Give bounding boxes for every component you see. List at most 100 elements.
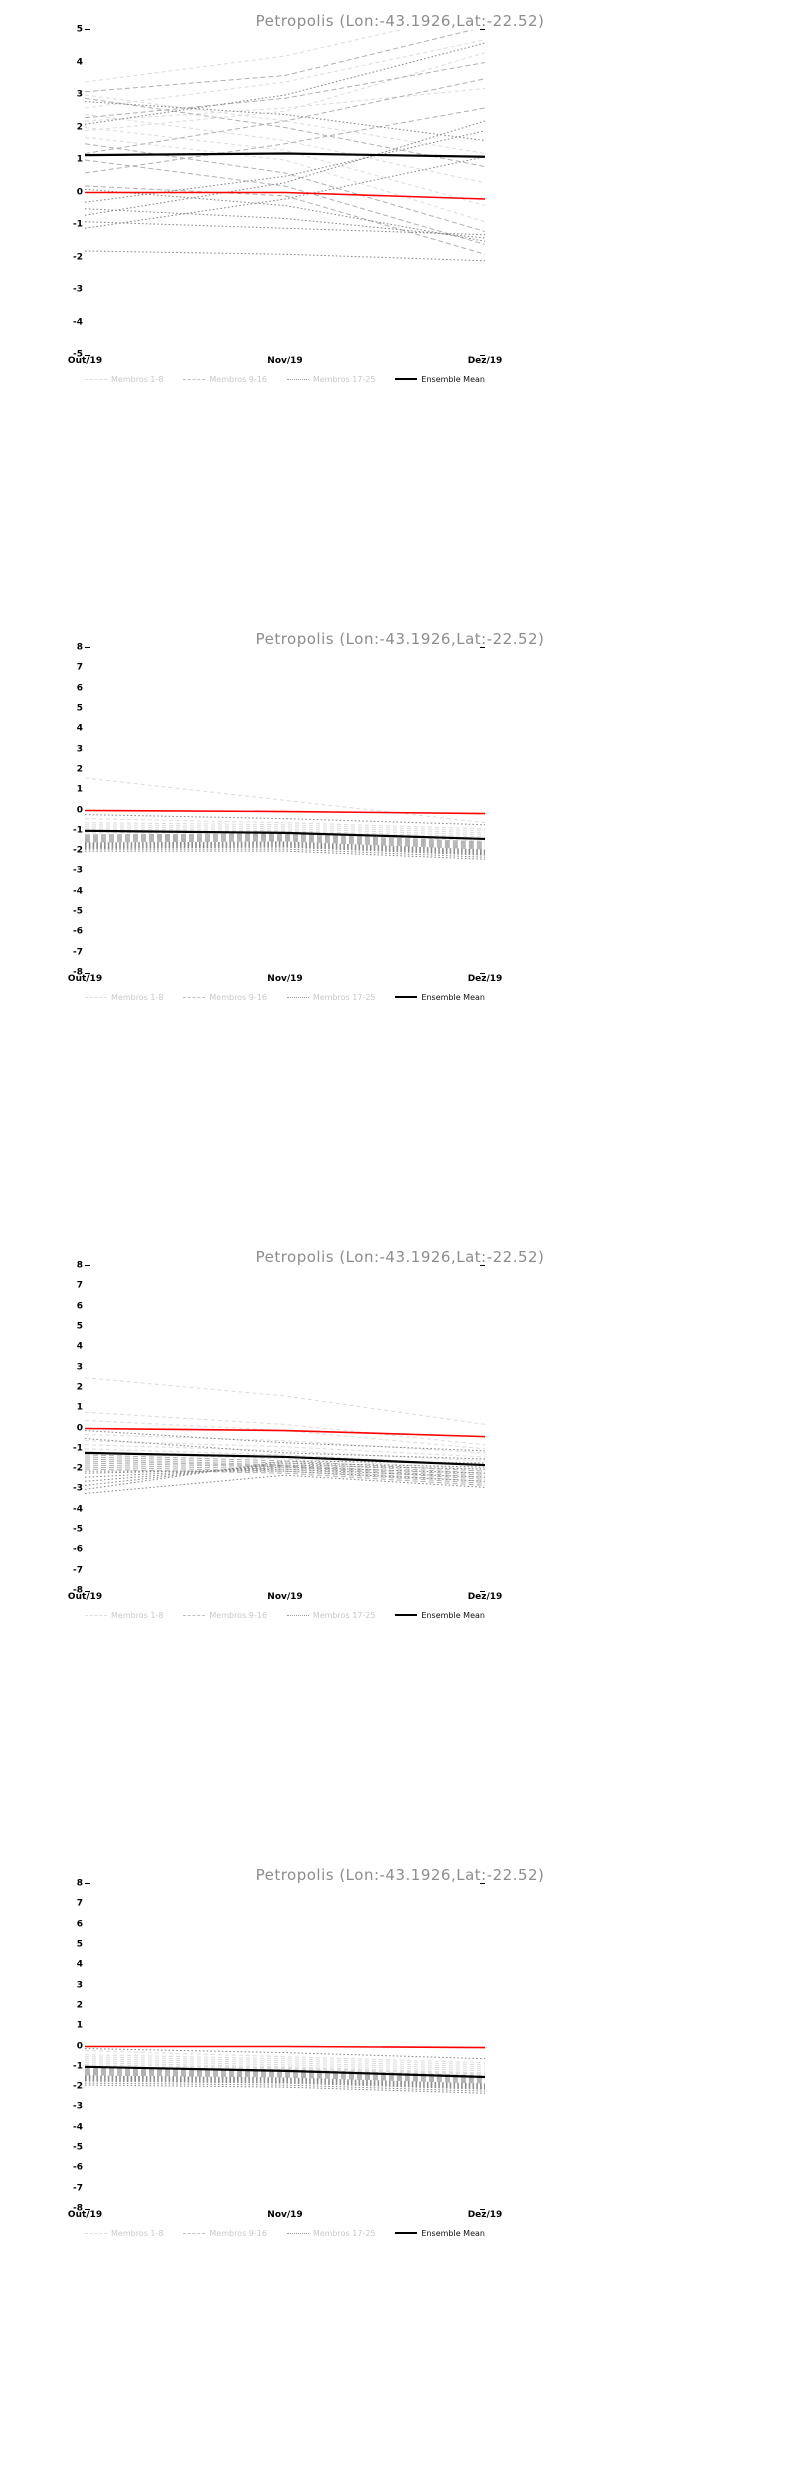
y-tick-label: 1 — [76, 1402, 83, 1413]
legend-item-3[interactable]: Membros 17-25 — [286, 993, 376, 1002]
y-tick-label: -1 — [73, 219, 83, 230]
member-line — [85, 2072, 485, 2082]
y-tick-label: -5 — [73, 2142, 83, 2153]
member-line — [85, 52, 485, 132]
y-tick-label: 0 — [76, 2041, 83, 2051]
member-line — [85, 828, 485, 838]
member-line — [85, 1444, 485, 1462]
zero-reference-line — [85, 809, 485, 815]
y-tick-mark — [85, 2208, 90, 2210]
member-line — [85, 78, 485, 154]
legend-item-2[interactable]: Membros 9-16 — [183, 1611, 267, 1620]
member-line — [85, 850, 485, 860]
y-tick-label: -3 — [73, 284, 83, 295]
x-tick-label: Nov/19 — [267, 356, 303, 366]
chart-panel-4: Petropolis (Lon:-43.1926,Lat:-22.52) Anom… — [0, 1854, 800, 2472]
legend-item-1[interactable]: Membros 1-8 — [85, 993, 163, 1002]
legend-item-label: Membros 9-16 — [209, 374, 267, 384]
member-line — [85, 42, 485, 125]
legend-item-label: Membros 17-25 — [312, 2228, 376, 2238]
member-line — [85, 120, 485, 216]
member-line — [85, 114, 485, 184]
legend-item-label: Membros 9-16 — [209, 992, 267, 1002]
chart-legend: Membros 1-8 Membros 9-16 Membros 17-25 Ense… — [85, 990, 485, 1004]
series-lines — [85, 777, 485, 860]
member-line — [85, 838, 485, 848]
member-line — [85, 777, 485, 824]
member-line — [85, 1458, 485, 1476]
member-line — [85, 835, 485, 845]
legend-item-label: Membros 17-25 — [312, 374, 376, 384]
legend-item-1[interactable]: Membros 1-8 — [85, 2229, 163, 2238]
member-line — [85, 1430, 485, 1452]
member-line — [85, 834, 485, 844]
y-tick-label: 1 — [76, 784, 83, 795]
member-line — [85, 2064, 485, 2075]
legend-item-label: Membros 17-25 — [312, 1610, 376, 1620]
zero-reference-line — [85, 2045, 485, 2049]
y-tick-mark-right — [480, 1590, 485, 1592]
legend-item-4[interactable]: Ensemble Mean — [395, 2229, 485, 2238]
chart-panel-1: Petropolis (Lon:-43.1926,Lat:-22.52) Anom… — [0, 0, 800, 618]
x-tick-label: Out/19 — [67, 974, 103, 984]
y-axis-label-holder: Anomalia de Chuva (mm/dia) — [34, 30, 113, 355]
member-line — [85, 1474, 485, 1494]
y-tick-label: -2 — [73, 2081, 83, 2092]
y-tick-label: 2 — [76, 1382, 83, 1393]
y-tick-label: -6 — [73, 1544, 83, 1555]
member-line — [85, 845, 485, 855]
y-tick-label: -1 — [73, 1443, 83, 1454]
legend-item-3[interactable]: Membros 17-25 — [286, 2228, 376, 2238]
legend-item-label: Membros 9-16 — [209, 2228, 267, 2238]
chart-title: Petropolis (Lon:-43.1926,Lat:-22.52) — [255, 12, 545, 30]
legend-item-label: Membros 9-16 — [209, 1610, 267, 1620]
legend-item-2[interactable]: Membros 9-16 — [183, 993, 267, 1002]
legend-item-4[interactable]: Ensemble Mean — [395, 375, 485, 384]
chart-legend: Membros 1-8 Membros 9-16 Membros 17-25 Ense… — [85, 372, 485, 386]
legend-item-label: Membros 1-8 — [111, 374, 164, 384]
member-line — [85, 1440, 485, 1458]
zero-reference-line — [85, 1427, 485, 1438]
member-line — [85, 840, 485, 850]
legend-swatch-icon — [85, 2232, 107, 2234]
y-axis-label-holder: Anomalia de Temperatura Media a 2m (oC) — [34, 648, 113, 973]
legend-swatch-icon — [395, 996, 418, 998]
chart-legend: Membros 1-8 Membros 9-16 Membros 17-25 Ense… — [85, 1608, 485, 1622]
member-line — [85, 1434, 485, 1454]
legend-item-1[interactable]: Membros 1-8 — [85, 375, 163, 384]
y-tick-label: -5 — [73, 906, 83, 917]
x-tick-label: Dez/19 — [467, 974, 503, 984]
legend-item-2[interactable]: Membros 9-16 — [183, 375, 267, 384]
chart-title: Petropolis (Lon:-43.1926,Lat:-22.52) — [255, 1866, 545, 1884]
member-line — [85, 2050, 485, 2064]
y-tick-label: -5 — [73, 349, 83, 360]
y-tick-label: -6 — [73, 926, 83, 937]
member-line — [85, 97, 485, 167]
y-tick-label: 4 — [76, 723, 83, 734]
y-tick-mark — [85, 972, 90, 974]
member-line — [85, 826, 485, 836]
legend-item-1[interactable]: Membros 1-8 — [85, 1611, 163, 1620]
legend-item-3[interactable]: Membros 17-25 — [286, 1610, 376, 1620]
y-tick-label: 5 — [76, 24, 83, 35]
member-line — [85, 1464, 485, 1482]
legend-item-label: Ensemble Mean — [421, 2228, 485, 2238]
series-lines — [85, 2045, 485, 2094]
member-line — [85, 839, 485, 849]
legend-item-2[interactable]: Membros 9-16 — [183, 2229, 267, 2238]
legend-item-4[interactable]: Ensemble Mean — [395, 993, 485, 1002]
y-tick-label: 8 — [76, 1878, 83, 1889]
member-line — [85, 824, 485, 834]
member-line — [85, 88, 485, 122]
member-line — [85, 250, 485, 262]
y-tick-label: 0 — [76, 187, 83, 197]
zero-reference-line — [85, 191, 485, 200]
y-tick-label: -1 — [73, 2061, 83, 2072]
legend-item-4[interactable]: Ensemble Mean — [395, 1611, 485, 1620]
legend-item-3[interactable]: Membros 17-25 — [286, 374, 376, 384]
y-tick-label: 1 — [76, 154, 83, 165]
member-line — [85, 136, 485, 223]
x-tick-label: Dez/19 — [467, 356, 503, 366]
y-tick-mark-right — [480, 2208, 485, 2210]
